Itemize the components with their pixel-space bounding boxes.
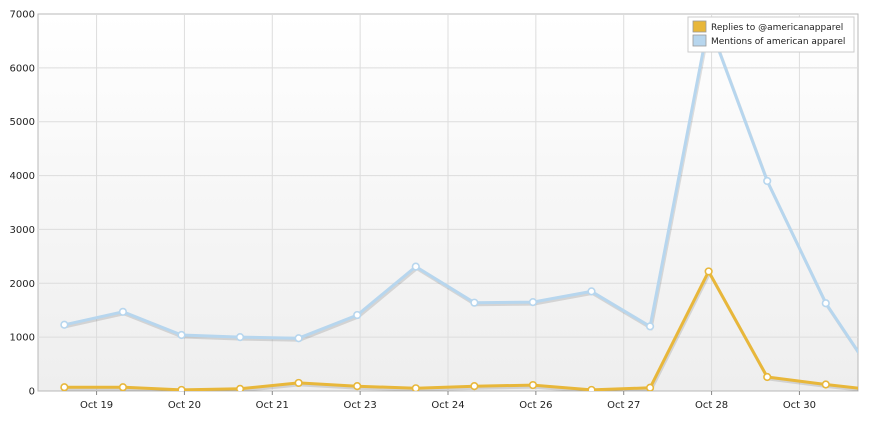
data-point [704, 267, 713, 276]
data-point [118, 383, 128, 391]
data-point [645, 383, 655, 391]
y-axis: 0 1000 2000 3000 4000 5000 6000 7000 [10, 10, 35, 398]
legend-swatch [692, 20, 707, 33]
data-point [118, 307, 128, 316]
y-tick-label: 6000 [10, 63, 35, 74]
y-tick-label: 3000 [10, 225, 35, 236]
y-tick-label: 4000 [10, 171, 35, 182]
y-tick-label: 2000 [10, 279, 35, 290]
x-tick-label: Oct 26 [519, 400, 552, 411]
legend: Replies to @americanapparel Mentions of a… [687, 16, 855, 53]
legend-label: Mentions of american apparel [711, 37, 845, 47]
data-point [763, 372, 772, 382]
legend-swatch [692, 34, 707, 47]
data-point [821, 299, 830, 308]
data-point [294, 378, 303, 388]
x-tick-label: Oct 23 [344, 400, 377, 411]
data-point [294, 334, 303, 343]
x-tick-label: Oct 21 [256, 400, 289, 411]
x-tick-label: Oct 19 [80, 400, 113, 411]
data-point [763, 176, 772, 186]
data-point [177, 385, 186, 391]
series-2 [60, 18, 858, 355]
data-point [60, 383, 69, 391]
grid [38, 14, 858, 391]
legend-label: Replies to @americanapparel [711, 23, 843, 33]
data-point [235, 384, 245, 391]
legend-box [687, 16, 855, 53]
data-point [470, 298, 479, 307]
data-point [470, 382, 479, 391]
data-point [821, 380, 830, 389]
data-point [645, 322, 655, 331]
x-tick-label: Oct 28 [695, 400, 728, 411]
y-tick-label: 0 [29, 387, 35, 398]
series-lines [60, 18, 858, 391]
data-point [177, 330, 186, 340]
x-axis: Oct 19 Oct 20 Oct 21 Oct 23 Oct 24 Oct 26 Oct … [80, 391, 816, 411]
x-tick-label: Oct 24 [431, 400, 464, 411]
data-point [528, 380, 538, 390]
y-tick-label: 7000 [10, 10, 35, 21]
data-point [528, 298, 538, 307]
data-point [235, 333, 245, 342]
x-tick-label: Oct 20 [168, 400, 201, 411]
series-1 [60, 267, 858, 391]
data-point [353, 310, 362, 320]
data-point [587, 385, 596, 391]
y-tick-label: 1000 [10, 333, 35, 344]
x-tick-label: Oct 30 [783, 400, 816, 411]
y-tick-label: 5000 [10, 117, 35, 128]
data-point [353, 382, 362, 391]
x-tick-label: Oct 27 [607, 400, 640, 411]
data-point [411, 384, 420, 391]
data-point [411, 262, 420, 271]
data-point [60, 320, 69, 329]
data-point [587, 287, 596, 296]
